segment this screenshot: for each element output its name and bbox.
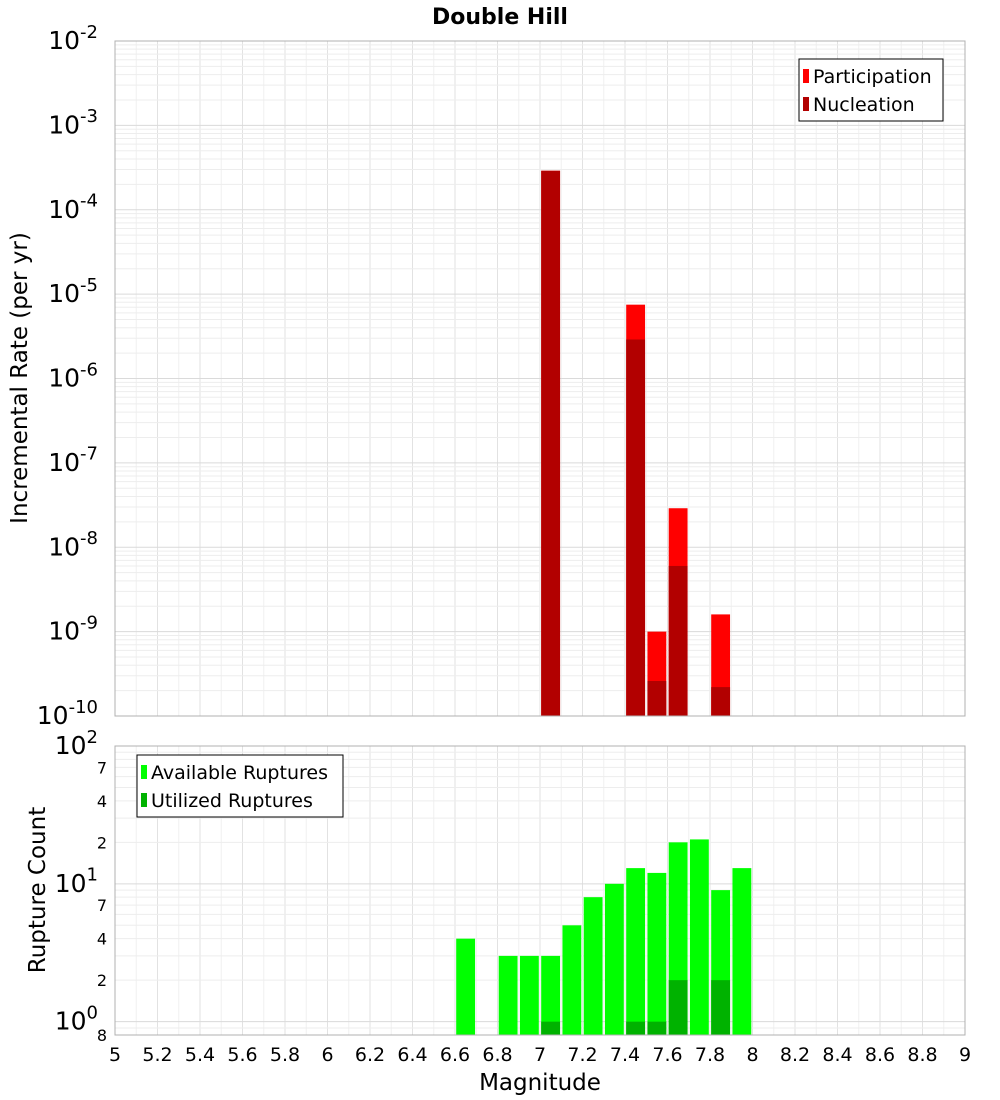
top-y-tick-label: 10-2 [48, 22, 98, 55]
bottom-available-ruptures-bar [583, 897, 603, 1035]
bottom-y-major-tick-label: 102 [55, 727, 98, 760]
bottom-y-minor-tick-label: 2 [97, 833, 107, 852]
top-nucleation-bar [647, 680, 667, 716]
bottom-y-minor-tick-label: 4 [97, 930, 107, 949]
bottom-y-minor-tick-label: 2 [97, 971, 107, 990]
bottom-y-major-tick-label: 101 [55, 865, 98, 898]
bottom-available-ruptures-bar [562, 925, 582, 1035]
bottom-available-ruptures-bar [456, 938, 476, 1035]
bottom-legend-box [136, 754, 344, 818]
bottom-available-ruptures-bar [498, 955, 518, 1035]
bottom-y-axis-label: Rupture Count [25, 807, 51, 973]
x-tick-label: 8.4 [822, 1044, 852, 1066]
bottom-utilized-ruptures-bar [541, 1021, 561, 1035]
x-tick-label: 6.4 [397, 1044, 427, 1066]
bottom-utilized-ruptures-bar [668, 980, 688, 1035]
x-tick-label: 6 [321, 1044, 333, 1066]
x-tick-label: 7 [534, 1044, 546, 1066]
x-tick-label: 6.8 [482, 1044, 512, 1066]
top-y-tick-label: 10-10 [37, 697, 98, 730]
x-tick-label: 6.2 [355, 1044, 385, 1066]
top-nucleation-bar [711, 687, 731, 716]
bottom-legend-label: Utilized Ruptures [151, 790, 313, 812]
bottom-available-ruptures-bar [519, 955, 539, 1035]
x-tick-label: 7.8 [695, 1044, 725, 1066]
bottom-utilized-ruptures-bar [711, 980, 731, 1035]
bottom-legend-swatch [141, 765, 147, 779]
bottom-available-ruptures-bar [626, 868, 646, 1035]
bottom-utilized-ruptures-bar [647, 1021, 667, 1035]
x-axis-label: Magnitude [479, 1070, 601, 1096]
top-nucleation-bar [668, 565, 688, 716]
bottom-legend-label: Available Ruptures [151, 762, 328, 784]
bottom-available-ruptures-bar [689, 839, 709, 1035]
x-tick-label: 7.6 [652, 1044, 682, 1066]
x-tick-label: 6.6 [440, 1044, 470, 1066]
top-y-tick-label: 10-3 [48, 106, 98, 139]
top-y-tick-label: 10-8 [48, 528, 98, 561]
bottom-available-ruptures-bar [647, 872, 667, 1035]
bottom-available-ruptures-bar [604, 883, 624, 1035]
bottom-legend-swatch [141, 793, 147, 807]
x-tick-label: 8.8 [907, 1044, 937, 1066]
x-tick-label: 8 [746, 1044, 758, 1066]
top-legend-label: Participation [813, 66, 932, 88]
top-y-tick-label: 10-9 [48, 612, 98, 645]
top-y-tick-label: 10-6 [48, 359, 98, 392]
bottom-plot-border [114, 745, 966, 1036]
x-tick-label: 7.2 [567, 1044, 597, 1066]
top-y-tick-label: 10-4 [48, 191, 98, 224]
x-tick-label: 9 [959, 1044, 971, 1066]
x-tick-label: 5.6 [227, 1044, 257, 1066]
x-tick-label: 5 [109, 1044, 121, 1066]
top-plot-area: 10-10 10-9 10-8 10-7 10-6 10-5 10-4 10-3 10-2 [37, 22, 966, 730]
bottom-y-minor-tick-label: 7 [97, 758, 107, 777]
top-legend-swatch [803, 69, 809, 83]
top-legend-label: Nucleation [813, 94, 915, 116]
x-tick-label: 8.6 [865, 1044, 895, 1066]
bottom-available-ruptures-bar [732, 868, 752, 1035]
x-tick-label: 5.8 [270, 1044, 300, 1066]
top-plot-border [114, 40, 966, 717]
top-y-tick-label: 10-5 [48, 275, 98, 308]
x-tick-label: 5.4 [185, 1044, 215, 1066]
top-y-tick-label: 10-7 [48, 444, 98, 477]
bottom-available-ruptures-bar [541, 955, 561, 1035]
top-legend-box [798, 58, 944, 122]
x-tick-label: 5.2 [142, 1044, 172, 1066]
bottom-utilized-ruptures-bar [626, 1021, 646, 1035]
top-nucleation-bar [541, 170, 561, 716]
chart-title: Double Hill [432, 5, 568, 30]
top-legend-swatch [803, 97, 809, 111]
bottom-y-minor-tick-label: 7 [97, 896, 107, 915]
bottom-y-minor-tick-label: 8 [97, 1026, 107, 1045]
x-tick-label: 7.4 [610, 1044, 640, 1066]
bottom-y-major-tick-label: 100 [55, 1002, 98, 1035]
rupture-count-legend: Available Ruptures Utilized Ruptures [136, 754, 344, 818]
top-nucleation-bar [626, 339, 646, 716]
participation-nucleation-legend: Participation Nucleation [798, 58, 944, 122]
x-tick-label: 8.2 [780, 1044, 810, 1066]
bottom-y-minor-tick-label: 4 [97, 792, 107, 811]
top-y-axis-label: Incremental Rate (per yr) [7, 232, 33, 524]
